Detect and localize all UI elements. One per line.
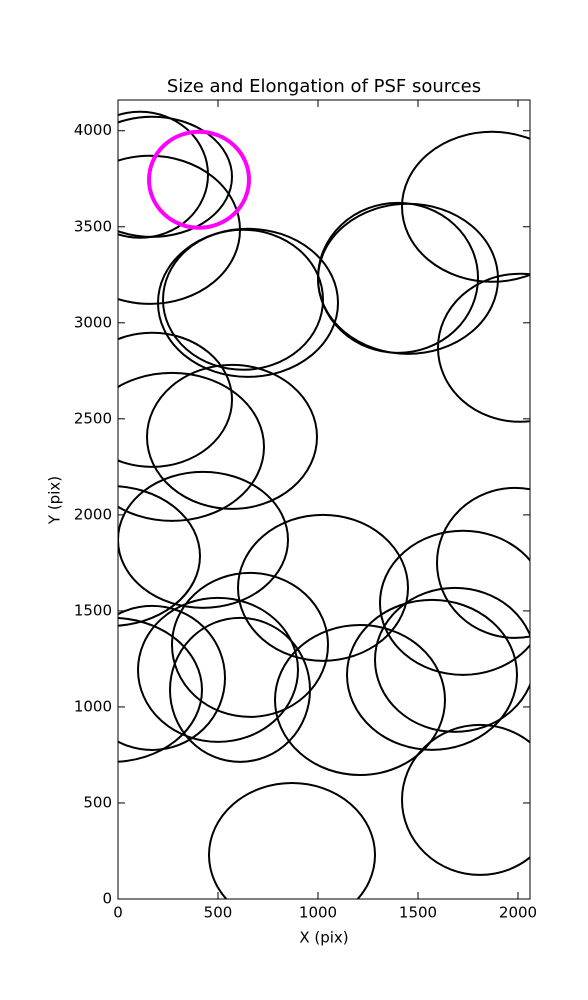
ellipse: [274, 624, 446, 777]
y-tick-label: 4000: [74, 121, 112, 139]
x-tick-label: 1000: [299, 904, 337, 922]
y-tick-label: 0: [102, 890, 112, 908]
ellipse: [118, 616, 203, 763]
x-tick-label: 2000: [499, 904, 537, 922]
ellipse: [401, 723, 530, 876]
y-tick-label: 2000: [74, 505, 112, 523]
ellipse: [437, 272, 530, 423]
ellipse: [169, 616, 311, 763]
ellipse: [118, 371, 265, 522]
ellipse: [118, 115, 233, 238]
y-tick-label: 1500: [74, 601, 112, 619]
x-tick-label: 0: [113, 904, 123, 922]
y-tick-label: 3000: [74, 313, 112, 331]
ellipse: [147, 129, 251, 230]
ellipse: [237, 513, 409, 662]
y-tick-label: 3500: [74, 217, 112, 235]
ellipse: [401, 130, 530, 283]
y-tick-label: 1000: [74, 697, 112, 715]
ellipse: [146, 363, 318, 510]
ellipse: [379, 529, 530, 676]
ellipse: [317, 202, 499, 355]
ellipse: [162, 228, 324, 371]
x-tick-label: 500: [204, 904, 233, 922]
chart-title: Size and Elongation of PSF sources: [167, 76, 481, 97]
plot-area: [118, 110, 530, 899]
ellipse: [157, 227, 339, 378]
ellipse: [171, 571, 329, 718]
ellipse: [374, 586, 530, 733]
ellipse: [118, 110, 209, 239]
y-tick-label: 500: [83, 793, 112, 811]
ellipse: [436, 486, 530, 639]
ellipse: [118, 485, 201, 627]
x-axis-label: X (pix): [299, 929, 348, 947]
ellipse: [118, 604, 226, 751]
x-tick-label: 1500: [399, 904, 437, 922]
ellipse: [118, 331, 233, 468]
ellipse: [346, 598, 518, 751]
ellipse: [208, 782, 376, 899]
ellipse: [118, 470, 289, 609]
axes-frame: [117, 99, 531, 900]
ellipse: [137, 596, 299, 743]
y-axis-label: Y (pix): [46, 476, 64, 525]
y-tick-label: 2500: [74, 409, 112, 427]
